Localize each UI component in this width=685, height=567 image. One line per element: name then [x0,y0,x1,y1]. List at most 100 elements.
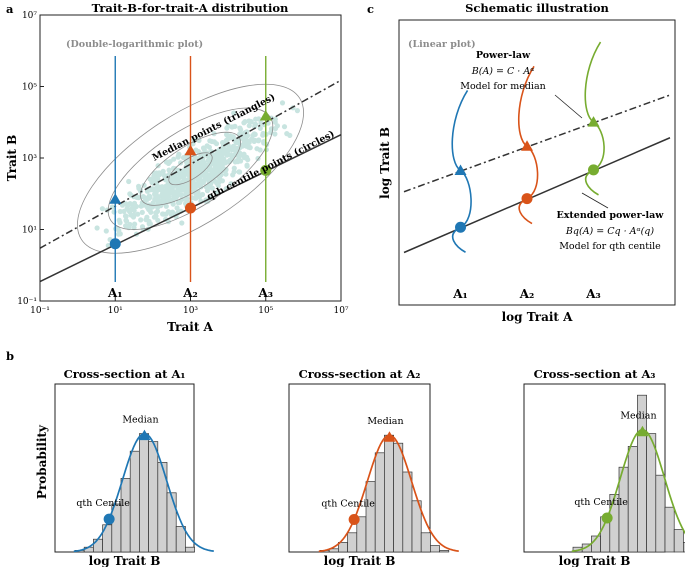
scatter-point [213,155,219,161]
panel-c-axes-frame [398,19,676,306]
cross-section-3: Cross-section at A₃ Median qth Centile log … [523,367,685,567]
centile-label: qth Centile [76,498,130,509]
median-fit-line [39,79,342,249]
panel-a-title: Trait-B-for-trait-A distribution [92,1,289,15]
panel-b-xlabel-1: log Trait B [89,554,161,567]
distribution-curve-3 [584,41,605,196]
centile-label: qth Centile [321,499,375,510]
histogram-centile-marker [601,512,613,524]
histogram-bar [673,529,684,553]
powerlaw-description: Model for median [460,81,546,92]
histogram-bar [365,481,376,553]
scatter-point [176,151,182,157]
histogram-bar [646,433,657,553]
cross-section-title-3: Cross-section at A₃ [534,367,656,381]
centile-marker-2 [185,202,196,214]
panel-a-note: (Double-logarithmic plot) [66,39,203,50]
scatter-point [165,185,171,191]
histogram-bar [411,500,422,553]
scatter-point [256,116,262,122]
histogram-bar [402,471,413,553]
scatter-point [215,183,221,189]
scatter-point [193,184,199,190]
scatter-point [154,196,161,202]
scatter-point [251,138,257,144]
scatter-point [99,206,105,212]
x-tick-label: 10⁵ [258,306,273,316]
scatter-point [261,140,267,146]
scatter-point [226,133,232,139]
histogram-bar [347,532,358,553]
scatter-point [234,140,240,146]
scatter-point [124,218,130,224]
x-tick-label: 10⁷ [333,306,348,316]
median-label: Median [122,415,158,426]
scatter-point [117,208,123,215]
scatter-point [149,179,155,185]
centile-marker-3 [260,164,272,176]
powerlaw-title: Power-law [476,50,531,61]
histogram-bar [384,434,394,553]
histogram-bar [627,446,638,553]
cross-section-1: Cross-section at A₁ Median qth Centile log … [54,367,214,567]
scatter-point [165,160,172,166]
scatter-point [147,221,153,227]
scatter-point [212,168,218,174]
scatter-point [198,184,204,190]
panel-b: b Probability Cross-section at A₁ Median qth… [6,349,685,567]
scatter-point [231,165,237,171]
scatter-point [184,160,190,166]
scatter-point [163,177,169,183]
histogram-bar [664,506,675,553]
scatter-point [125,202,131,209]
scatter-point [94,225,100,231]
scatter-point [193,147,199,153]
cross-section-title-2: Cross-section at A₂ [299,367,421,381]
extended-description: Model for qth centile [559,241,661,252]
histogram-bar [129,450,140,553]
scatter-point [193,191,199,197]
panel-b-ylabel: Probability [35,424,49,499]
histogram-centile-marker [103,513,115,525]
cross-section-title-1: Cross-section at A₁ [64,367,186,381]
scatter-point [200,145,207,151]
histogram-bar [93,538,103,553]
scatter-point [217,177,223,183]
density-contour-1 [77,83,304,254]
scatter-point [256,137,262,143]
density-contour-4 [168,152,213,186]
scatter-point [131,225,137,231]
scatter-point [229,124,235,130]
scatter-point [284,131,290,137]
scatter-point [155,217,161,223]
schematic-median-marker-1 [454,164,467,175]
scatter-point [281,124,288,130]
scatter-point [136,185,142,191]
scatter-point [122,213,129,219]
scatter-point [245,144,252,150]
scatter-point [279,100,286,106]
histogram-bar [111,503,122,553]
distribution-curve-1 [451,90,472,253]
histogram-median-marker [636,425,649,437]
scatter-point [243,139,249,146]
scatter-point [223,138,229,144]
scatter-point [209,138,215,145]
histogram-bar [139,433,149,553]
scatter-point [231,110,237,116]
scatter-point [223,167,229,173]
extended-powerlaw-line [403,137,671,254]
scatter-point [216,147,222,153]
y-tick-label: 10⁵ [22,83,37,93]
schematic-centile-marker-3 [588,164,600,176]
x-tick-label: 10³ [183,306,198,316]
scatter-point [221,158,227,164]
powerlaw-line [403,94,671,193]
scatter-point [183,155,189,161]
scatter-point [229,147,235,153]
scatter-point [244,163,250,169]
panel-c-A-label-1: A₁ [452,287,468,301]
scatter-point [179,220,185,226]
median-label: Median [620,411,656,422]
